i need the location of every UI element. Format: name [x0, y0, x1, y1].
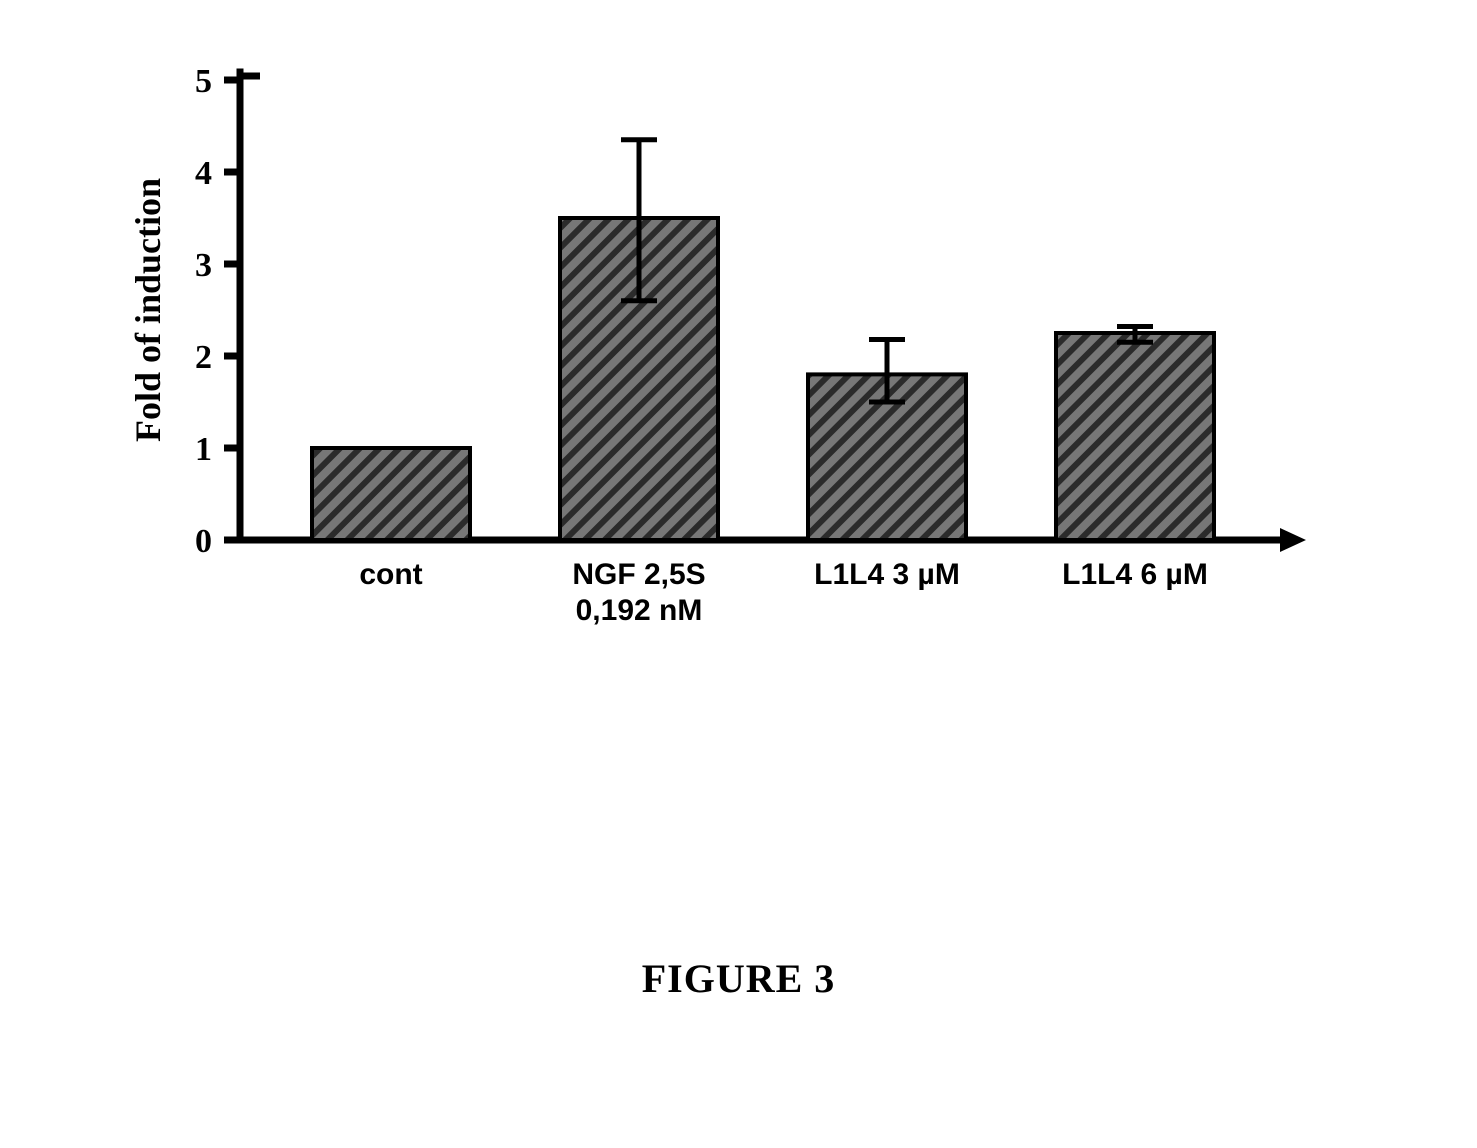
x-tick-label: NGF 2,5S [572, 558, 705, 591]
y-tick-label: 2 [195, 339, 212, 376]
x-tick-label: cont [359, 558, 422, 591]
y-tick-label: 5 [195, 63, 212, 100]
fold-of-induction-chart: 0 1 2 3 4 5 cont NGF 2,5S0,192 nM L1L4 3 µM L1L4… [130, 60, 1310, 680]
chart-svg: 0 1 2 3 4 5 cont NGF 2,5S0,192 nM L1L4 3 µM L1L4… [130, 60, 1310, 680]
y-tick-label: 3 [195, 247, 212, 284]
figure-caption: FIGURE 3 [0, 955, 1477, 1002]
x-tick-label: L1L4 6 µM [1062, 558, 1208, 591]
bar [1056, 333, 1214, 540]
y-tick-label: 0 [195, 523, 212, 560]
bar [312, 448, 470, 540]
y-tick-label: 1 [195, 431, 212, 468]
x-tick-label: 0,192 nM [576, 594, 703, 627]
y-axis-label: Fold of induction [130, 178, 168, 442]
x-tick-label: L1L4 3 µM [814, 558, 960, 591]
y-tick-label: 4 [195, 155, 212, 192]
